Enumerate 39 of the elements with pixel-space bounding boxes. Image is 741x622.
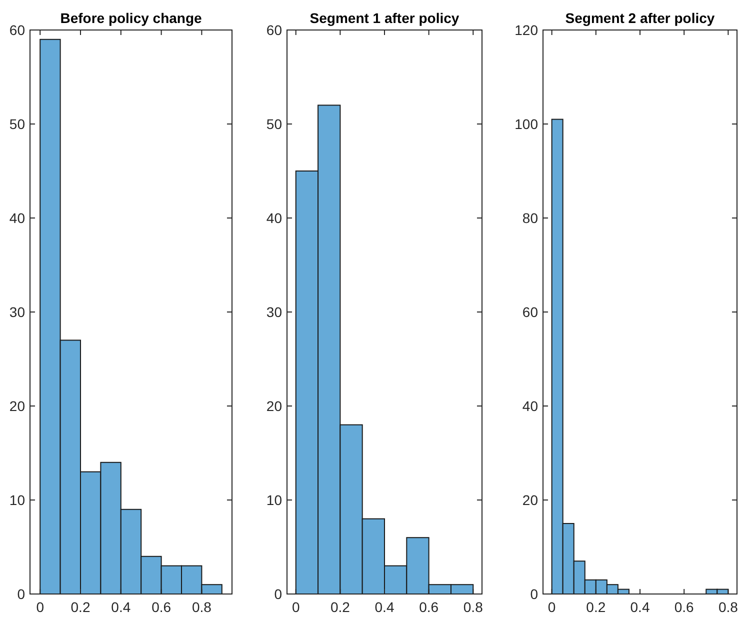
- x-tick-label: 0.4: [630, 599, 650, 615]
- y-tick-label: 0: [17, 586, 26, 602]
- y-tick-label: 60: [266, 22, 282, 38]
- x-tick-label: 0.4: [374, 599, 394, 615]
- y-tick-label: 40: [266, 210, 282, 226]
- x-tick-label: 0.8: [192, 599, 212, 615]
- x-tick-label: 0.4: [111, 599, 131, 615]
- y-tick-label: 60: [522, 304, 538, 320]
- x-tick-label: 0.8: [463, 599, 484, 615]
- x-tick-label: 0: [548, 599, 556, 615]
- y-tick-label: 80: [522, 210, 538, 226]
- x-tick-label: 0.2: [586, 599, 606, 615]
- y-tick-label: 10: [266, 492, 282, 508]
- y-tick-label: 50: [266, 116, 282, 132]
- y-tick-label: 120: [514, 22, 538, 38]
- y-tick-label: 50: [9, 116, 26, 132]
- y-tick-label: 20: [266, 398, 282, 414]
- y-tick-label: 0: [530, 586, 538, 602]
- x-tick-label: 0.6: [674, 599, 694, 615]
- x-tick-label: 0.2: [70, 599, 90, 615]
- x-tick-label: 0.6: [419, 599, 439, 615]
- chart-title: Segment 2 after policy: [565, 10, 715, 26]
- y-tick-label: 100: [514, 116, 538, 132]
- chart-title: Segment 1 after policy: [310, 10, 460, 26]
- y-tick-label: 30: [9, 304, 26, 320]
- y-tick-label: 40: [9, 210, 26, 226]
- y-tick-label: 0: [274, 586, 282, 602]
- y-tick-label: 60: [9, 22, 26, 38]
- y-tick-label: 10: [9, 492, 26, 508]
- y-tick-label: 30: [266, 304, 282, 320]
- x-tick-label: 0.2: [330, 599, 350, 615]
- y-tick-label: 40: [522, 398, 538, 414]
- y-tick-label: 20: [522, 492, 538, 508]
- x-tick-label: 0: [292, 599, 300, 615]
- x-tick-label: 0: [36, 599, 44, 615]
- chart-title: Before policy change: [60, 10, 202, 26]
- x-tick-label: 0.8: [718, 599, 738, 615]
- y-tick-label: 20: [9, 398, 26, 414]
- x-tick-label: 0.6: [152, 599, 172, 615]
